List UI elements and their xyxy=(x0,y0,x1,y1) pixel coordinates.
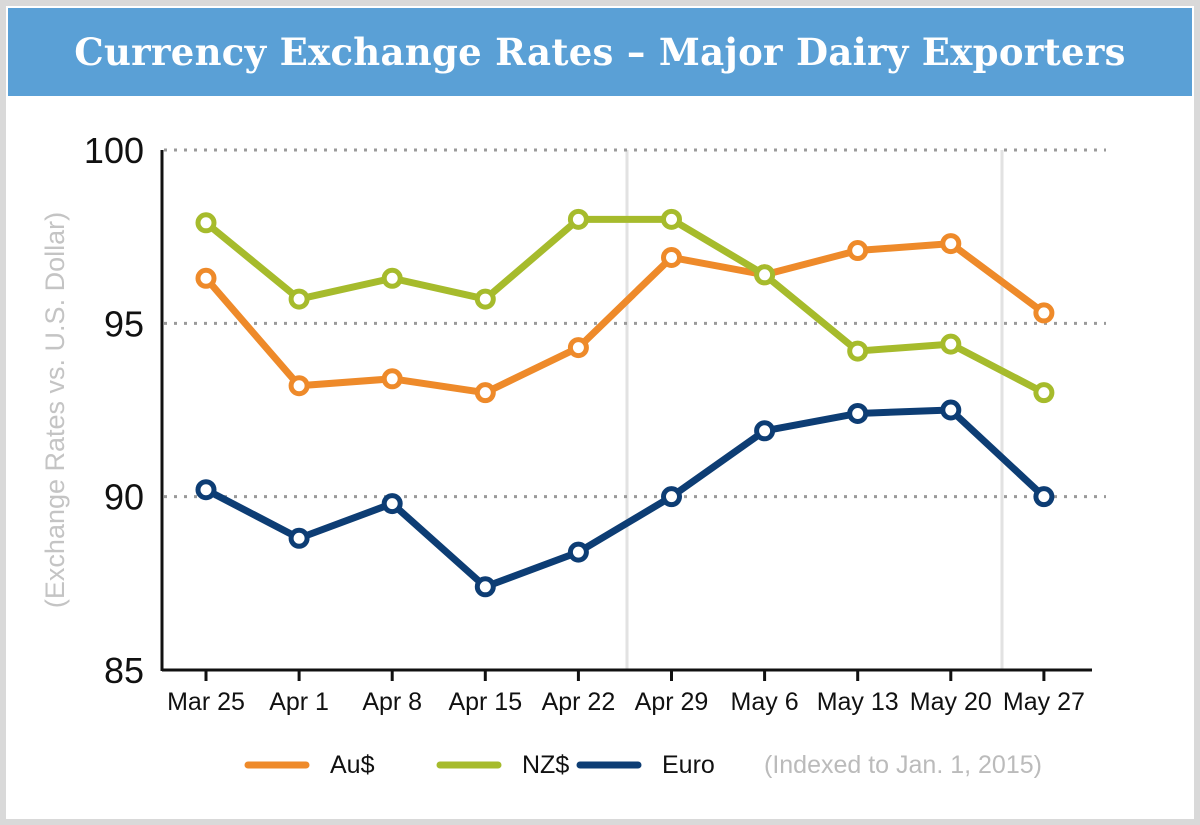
data-point-au xyxy=(847,240,869,262)
y-tick-label: 85 xyxy=(104,650,144,691)
data-point-au xyxy=(661,246,682,268)
data-point-euro xyxy=(195,479,217,501)
data-point-nz xyxy=(661,208,682,230)
data-point-euro xyxy=(1033,486,1055,508)
series-layer xyxy=(195,208,1055,598)
y-tick-label: 90 xyxy=(104,477,144,518)
legend: Au$ NZ$ Euro xyxy=(244,751,715,779)
x-tick-label: May 13 xyxy=(817,688,899,716)
y-tick-label: 95 xyxy=(104,303,144,344)
legend-label-nz: NZ$ xyxy=(522,751,569,779)
title-bar: Currency Exchange Rates – Major Dairy Ex… xyxy=(8,8,1192,96)
data-point-au xyxy=(288,375,310,397)
data-point-au xyxy=(474,382,496,404)
data-point-nz xyxy=(381,267,403,289)
data-point-nz xyxy=(754,264,776,286)
x-tick-label: Apr 15 xyxy=(448,688,522,716)
data-point-nz xyxy=(195,212,217,234)
x-tick-label: May 20 xyxy=(910,688,992,716)
series-euro xyxy=(195,399,1055,598)
data-point-euro xyxy=(847,402,869,424)
series-line-euro xyxy=(202,406,1048,591)
x-tick-label: Apr 1 xyxy=(269,688,329,716)
x-tick-label: Mar 25 xyxy=(167,688,245,716)
data-point-nz xyxy=(1033,382,1055,404)
series-au xyxy=(195,233,1055,404)
data-point-nz xyxy=(940,333,962,355)
y-axis-ticks: 100 95 90 85 xyxy=(84,130,144,691)
index-note: (Indexed to Jan. 1, 2015) xyxy=(764,751,1042,779)
series-line-nz xyxy=(202,215,1048,397)
data-point-euro xyxy=(940,399,962,421)
data-point-au xyxy=(1033,302,1055,324)
data-point-nz xyxy=(288,288,310,310)
x-tick-label: Apr 29 xyxy=(635,688,709,716)
data-point-euro xyxy=(567,541,589,563)
chart-title: Currency Exchange Rates – Major Dairy Ex… xyxy=(74,30,1126,74)
data-point-euro xyxy=(474,576,496,598)
data-point-euro xyxy=(754,420,776,442)
legend-label-euro: Euro xyxy=(662,751,715,779)
vertical-guides xyxy=(625,150,1004,670)
data-point-nz xyxy=(847,340,869,362)
y-tick-label: 100 xyxy=(84,130,144,171)
x-tick-label: Apr 8 xyxy=(362,688,422,716)
series-nz xyxy=(195,208,1055,404)
data-point-au xyxy=(940,233,962,255)
data-point-au xyxy=(567,337,589,359)
series-line-au xyxy=(202,240,1048,397)
legend-label-au: Au$ xyxy=(330,751,375,779)
x-axis-ticks: Mar 25 Apr 1 Apr 8 Apr 15 Apr 22 Apr 29 May 6 M… xyxy=(167,670,1085,716)
x-tick-label: Apr 22 xyxy=(542,688,616,716)
data-point-euro xyxy=(288,527,310,549)
x-tick-label: May 27 xyxy=(1003,688,1085,716)
data-point-au xyxy=(195,267,217,289)
x-tick-label: May 6 xyxy=(731,688,799,716)
horizontal-gridlines xyxy=(164,148,1106,499)
y-axis-label: (Exchange Rates vs. U.S. Dollar) xyxy=(40,212,70,608)
data-point-nz xyxy=(567,208,589,230)
data-point-euro xyxy=(381,493,403,515)
data-point-euro xyxy=(661,486,682,508)
data-point-nz xyxy=(474,288,496,310)
data-point-au xyxy=(381,368,403,390)
